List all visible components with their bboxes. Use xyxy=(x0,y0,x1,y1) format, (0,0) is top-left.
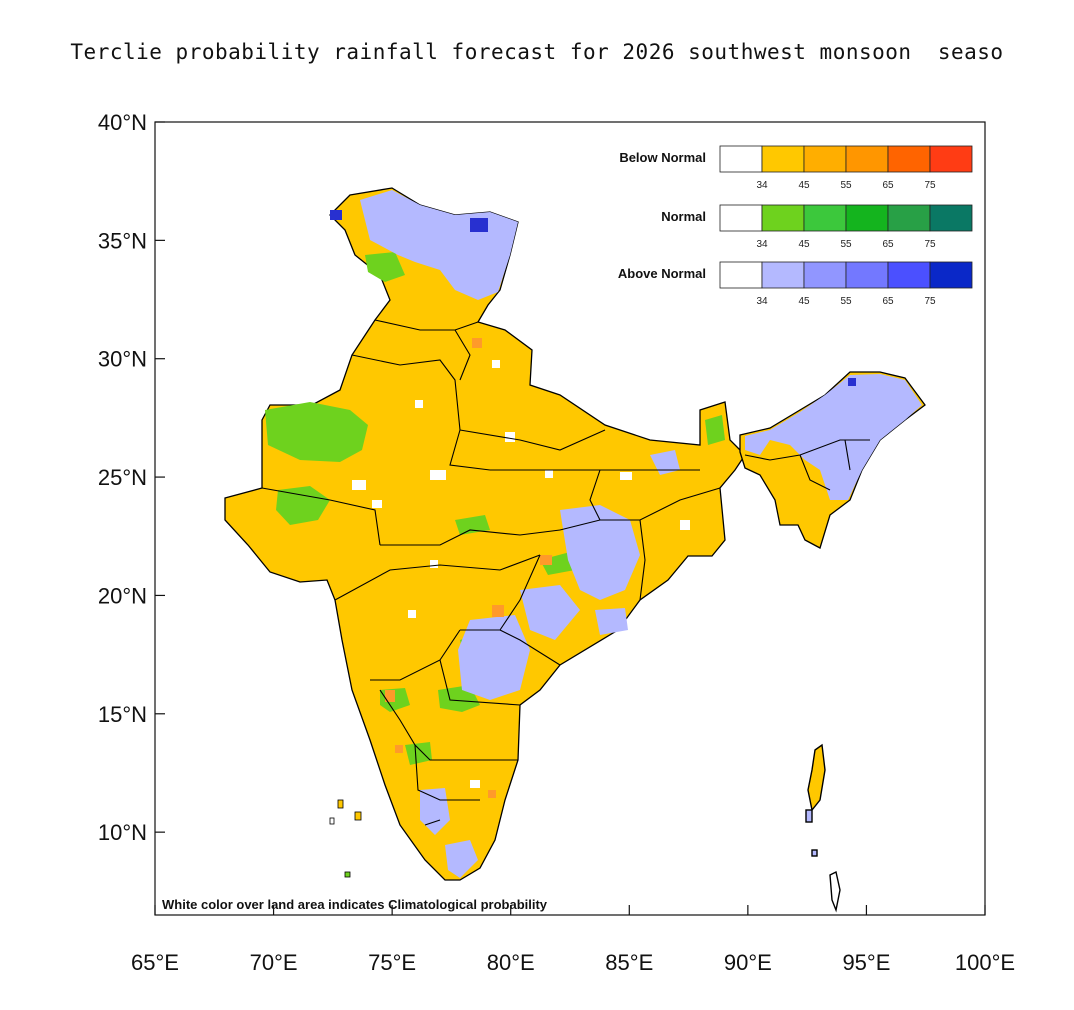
x-tick-label: 75°E xyxy=(368,950,416,975)
y-tick-label: 25°N xyxy=(98,465,147,490)
legend-swatch xyxy=(803,204,847,232)
y-tick-label: 15°N xyxy=(98,702,147,727)
legend-swatch xyxy=(845,145,889,173)
legend-tick-label: 55 xyxy=(840,239,852,250)
legend-tick-label: 75 xyxy=(924,239,936,250)
legend-swatch xyxy=(929,204,973,232)
legend-tick-label: 34 xyxy=(756,239,768,250)
legend-swatch xyxy=(929,261,973,289)
legend-tick-label: 34 xyxy=(756,180,768,191)
legend-swatch xyxy=(887,261,931,289)
legend-tick-label: 34 xyxy=(756,296,768,307)
lakshadweep-islands xyxy=(329,799,362,878)
higher-below-normal-areas xyxy=(385,338,552,798)
deep-blue-spot xyxy=(848,378,856,386)
y-tick-label: 10°N xyxy=(98,820,147,845)
climatology-note: White color over land area indicates Cli… xyxy=(162,897,548,912)
legend-swatch xyxy=(845,261,889,289)
y-tick-label: 30°N xyxy=(98,347,147,372)
legend-swatch xyxy=(761,204,805,232)
x-tick-label: 65°E xyxy=(131,950,179,975)
legend-swatch xyxy=(803,145,847,173)
x-tick-label: 70°E xyxy=(250,950,298,975)
x-tick-label: 80°E xyxy=(487,950,535,975)
legend-tick-label: 65 xyxy=(882,180,894,191)
legend-tick-label: 65 xyxy=(882,239,894,250)
deep-blue-spot xyxy=(470,218,488,232)
legend-swatch xyxy=(887,145,931,173)
legend-swatch xyxy=(929,145,973,173)
x-tick-label: 90°E xyxy=(724,950,772,975)
state-boundaries xyxy=(261,319,870,826)
legend-swatch xyxy=(719,204,763,232)
legend-swatch xyxy=(761,145,805,173)
x-tick-label: 85°E xyxy=(605,950,653,975)
india-map xyxy=(224,187,926,913)
legend-title: Normal xyxy=(661,209,706,224)
legend-tick-label: 65 xyxy=(882,296,894,307)
legend-swatch xyxy=(887,204,931,232)
high-probability-spots xyxy=(330,210,856,386)
climatological-probability-areas xyxy=(352,360,690,788)
legend-tick-label: 55 xyxy=(840,180,852,191)
legend-tick-label: 75 xyxy=(924,180,936,191)
y-tick-label: 20°N xyxy=(98,583,147,608)
x-tick-label: 95°E xyxy=(842,950,890,975)
legend-tick-label: 45 xyxy=(798,180,810,191)
legend-tick-label: 55 xyxy=(840,296,852,307)
y-tick-label: 35°N xyxy=(98,228,147,253)
legend-tick-label: 45 xyxy=(798,296,810,307)
y-tick-label: 40°N xyxy=(98,110,147,135)
legend-swatch xyxy=(719,261,763,289)
page-title: Terclie probability rainfall forecast fo… xyxy=(70,40,1004,64)
legend-tick-label: 75 xyxy=(924,296,936,307)
deep-blue-spot xyxy=(330,210,342,220)
legend-swatch xyxy=(761,261,805,289)
longitude-axis: 65°E 70°E 75°E 80°E 85°E 90°E 95°E 100°E xyxy=(131,905,1015,975)
legend-swatch xyxy=(719,145,763,173)
legend-title: Below Normal xyxy=(619,150,706,165)
legend-tick-label: 45 xyxy=(798,239,810,250)
andaman-nicobar-islands xyxy=(805,743,841,913)
legend-swatch xyxy=(803,261,847,289)
x-tick-label: 100°E xyxy=(955,950,1015,975)
above-normal-probability-areas xyxy=(360,190,922,878)
legend-swatch xyxy=(845,204,889,232)
legend-title: Above Normal xyxy=(618,266,706,281)
latitude-axis: 40°N 35°N 30°N 25°N 20°N 15°N 10°N xyxy=(98,110,165,845)
probability-legend: Below Normal 34 45 55 65 75 Normal 34 45 55 65 75 Ab… xyxy=(618,145,973,307)
